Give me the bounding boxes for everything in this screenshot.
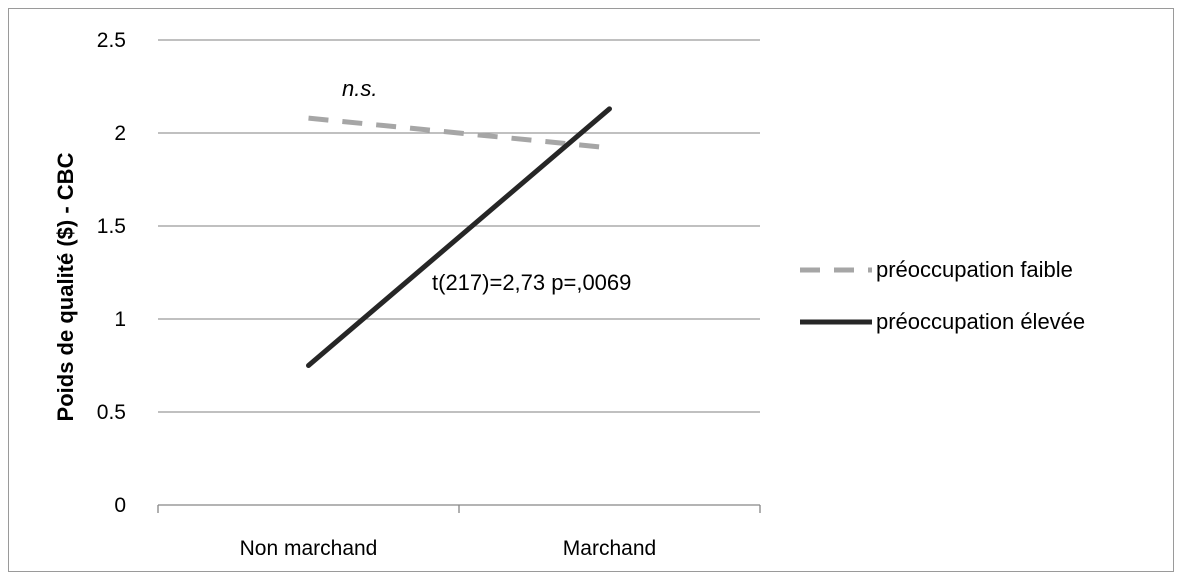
y-tick-labels: 0 0.5 1 1.5 2 2.5 [97,29,126,517]
annotations: n.s. t(217)=2,73 p=,0069 [342,76,631,295]
chart-frame [8,8,1174,572]
legend-label: préoccupation élevée [876,309,1085,334]
y-tick-label: 2 [114,122,126,145]
y-axis-title: Poids de qualité ($) - CBC [53,152,78,421]
y-tick-label: 1 [114,308,126,331]
series-lines [306,106,612,368]
x-tick-label: Non marchand [240,537,378,560]
y-tick-label: 0.5 [97,401,126,424]
series-line-1 [306,106,612,368]
annotation-label: n.s. [342,76,377,101]
y-tick-label: 1.5 [97,215,126,238]
annotation-label: t(217)=2,73 p=,0069 [432,270,631,295]
legend-label: préoccupation faible [876,257,1073,282]
series-line-0 [308,115,610,151]
legend: préoccupation faible préoccupation élevée [800,257,1085,334]
x-tick-labels: Non marchand Marchand [240,537,657,560]
y-tick-label: 2.5 [97,29,126,52]
x-tick-label: Marchand [563,537,656,560]
y-tick-label: 0 [114,494,126,517]
